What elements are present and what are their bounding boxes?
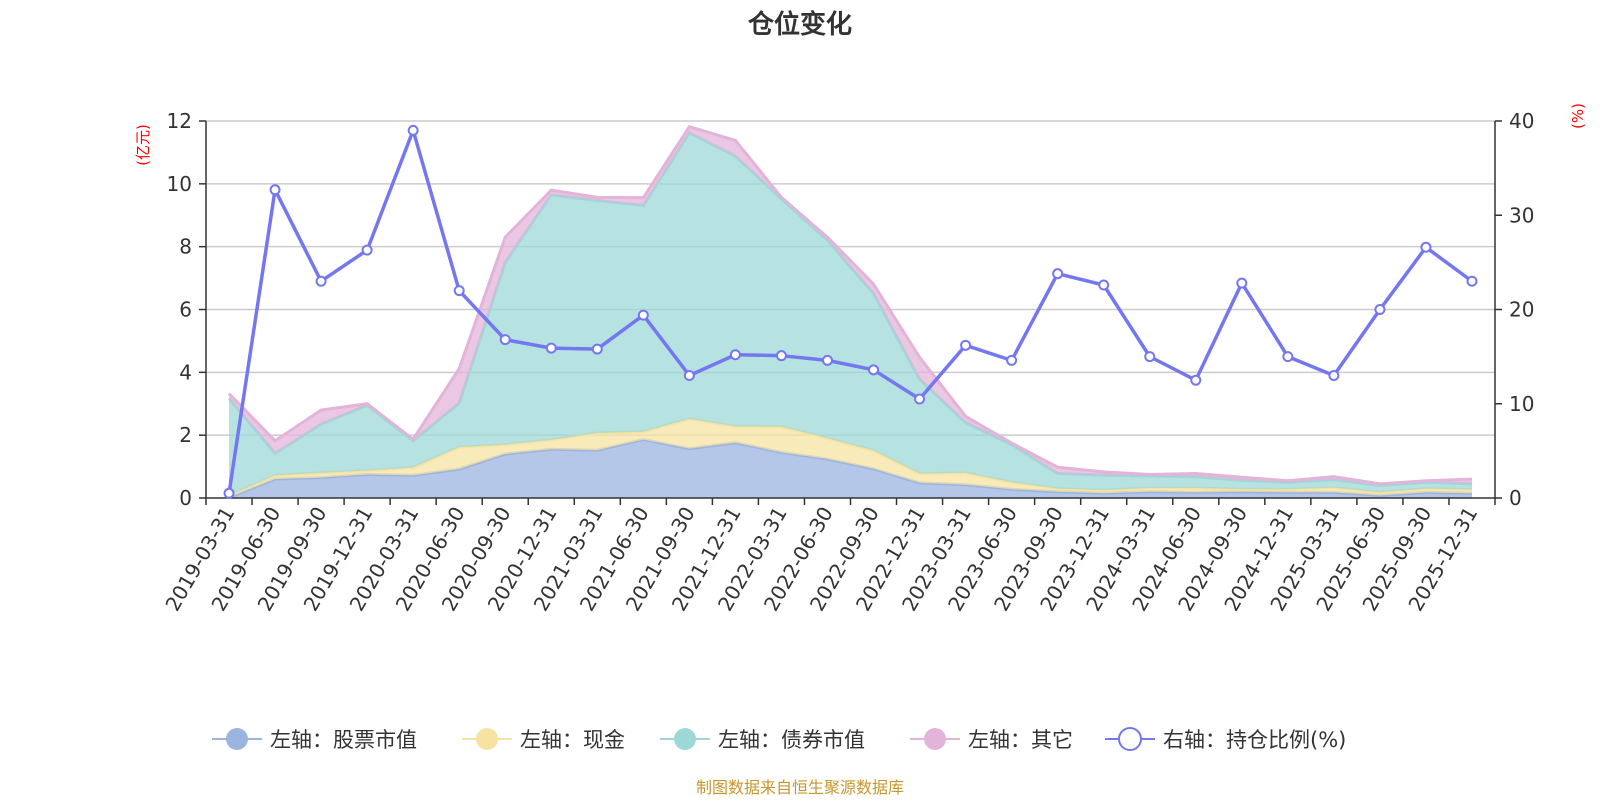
ratio-point xyxy=(1466,275,1478,287)
ratio-line xyxy=(223,124,1478,499)
legend-circle-icon xyxy=(1118,727,1142,751)
ratio-point xyxy=(269,184,281,196)
right-axis-label: 0 xyxy=(1509,486,1522,510)
left-axis-label: 4 xyxy=(179,360,192,384)
ratio-point xyxy=(729,349,741,361)
ratio-point xyxy=(775,350,787,362)
legend-label: 左轴：现金 xyxy=(520,728,625,752)
ratio-point xyxy=(1006,354,1018,366)
chart-title: 仓位变化 xyxy=(747,9,852,40)
ratio-point xyxy=(637,309,649,321)
ratio-point xyxy=(591,343,603,355)
left-axis-label: 6 xyxy=(179,298,192,322)
right-axis-label: 10 xyxy=(1509,392,1534,416)
ratio-point xyxy=(1282,351,1294,363)
left-axis-label: 8 xyxy=(179,235,192,259)
legend-label: 左轴：股票市值 xyxy=(270,728,417,752)
stock-value-area-edge xyxy=(228,438,1473,499)
ratio-point xyxy=(453,285,465,297)
ratio-point xyxy=(1236,277,1248,289)
ratio-point xyxy=(821,354,833,366)
legend-label: 左轴：债券市值 xyxy=(718,728,865,752)
ratio-point xyxy=(499,334,511,346)
ratio-point xyxy=(545,342,557,354)
ratio-point xyxy=(315,275,327,287)
left-axis-label: 2 xyxy=(179,423,192,447)
ratio-point xyxy=(868,364,880,376)
left-axis-label: 0 xyxy=(179,486,192,510)
ratio-line-path xyxy=(227,128,1474,494)
stacked-areas xyxy=(227,124,1473,499)
legend-label: 右轴：持仓比例(%) xyxy=(1163,728,1346,752)
right-axis-unit: (%) xyxy=(1569,103,1587,129)
data-source-note: 制图数据来自恒生聚源数据库 xyxy=(696,778,904,797)
other-area-edge xyxy=(227,124,1473,486)
legend-item[interactable]: 左轴：其它 xyxy=(910,728,1073,752)
legend-item[interactable]: 左轴：股票市值 xyxy=(212,728,417,752)
legend-circle-icon xyxy=(226,728,248,750)
stock-value-area xyxy=(229,439,1472,498)
right-axis-label: 30 xyxy=(1509,203,1534,227)
ratio-point xyxy=(1144,351,1156,363)
ratio-point xyxy=(361,244,373,256)
bond-value-area-edge xyxy=(227,130,1473,487)
left-axis-label: 12 xyxy=(167,109,192,133)
legend-circle-icon xyxy=(924,728,946,750)
legend-circle-icon xyxy=(674,728,696,750)
right-axis-label: 40 xyxy=(1509,109,1534,133)
bond-value-area xyxy=(229,132,1472,496)
ratio-point xyxy=(1190,374,1202,386)
legend-label: 左轴：其它 xyxy=(968,728,1073,752)
ratio-point xyxy=(1420,241,1432,253)
ratio-point xyxy=(223,487,235,499)
legend[interactable]: 左轴：股票市值 左轴：现金 左轴：债券市值 左轴：其它 右轴：持仓比例(%) xyxy=(212,727,1346,752)
left-axis-unit: (亿元) xyxy=(134,124,152,166)
ratio-point xyxy=(407,124,419,136)
legend-item[interactable]: 左轴：债券市值 xyxy=(660,728,865,752)
legend-circle-icon xyxy=(476,728,498,750)
cash-area xyxy=(229,418,1472,498)
legend-item[interactable]: 左轴：现金 xyxy=(462,728,625,752)
ratio-point xyxy=(683,369,695,381)
left-axis-label: 10 xyxy=(167,172,192,196)
ratio-point xyxy=(1052,268,1064,280)
ratio-point xyxy=(1374,304,1386,315)
ratio-point xyxy=(960,339,972,351)
legend-item[interactable]: 右轴：持仓比例(%) xyxy=(1105,727,1346,752)
right-axis-label: 20 xyxy=(1509,298,1534,322)
ratio-point xyxy=(1328,369,1340,381)
ratio-point xyxy=(1098,279,1110,291)
ratio-point xyxy=(914,393,926,405)
